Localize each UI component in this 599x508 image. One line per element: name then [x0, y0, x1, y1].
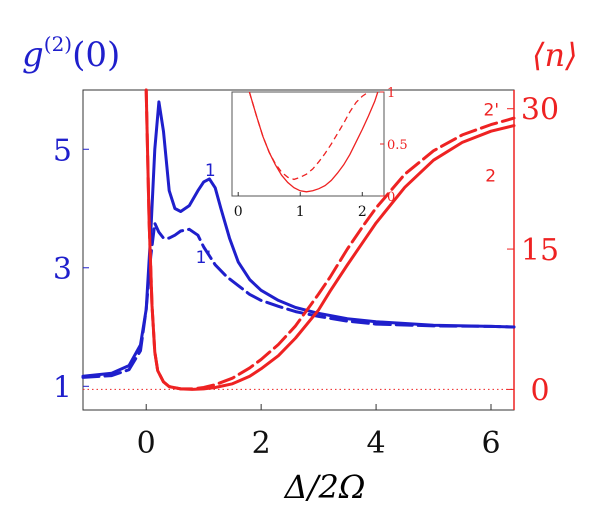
x-tick-label: 6	[481, 426, 500, 461]
inset-x-tick-label: 0	[234, 204, 243, 220]
inset-frame	[231, 91, 385, 197]
x-tick-label: 0	[137, 426, 156, 461]
inset-chart: 0 1 2 0 0.5 1	[231, 86, 408, 220]
series-2-line	[144, 88, 516, 391]
left-tick-label: 3	[53, 252, 72, 287]
inset-y-tick-label: 0.5	[387, 138, 408, 153]
curve-label: 1'	[196, 248, 212, 268]
x-tick-label: 2	[252, 426, 271, 461]
left-tick-label: 5	[53, 133, 72, 168]
left-tick-label: 1	[53, 370, 72, 405]
inset-series-dashed-line	[248, 91, 369, 181]
x-axis-title: Δ/2Ω	[283, 468, 366, 506]
curve-label: 1	[205, 161, 216, 181]
main-series	[81, 88, 516, 391]
series-2'-line	[144, 88, 516, 391]
main-axes: 0 2 4 6 1 3 5 0 15 30	[53, 89, 559, 461]
left-axis-title: g(2)(0)	[22, 32, 120, 75]
right-tick-label: 15	[521, 233, 559, 268]
right-tick-label: 30	[521, 93, 559, 128]
main-labels: 1 1' 2' 2	[196, 100, 499, 268]
curve-label: 2'	[484, 100, 500, 120]
curve-label: 2	[485, 167, 496, 187]
inset-y-tick-label: 1	[387, 86, 395, 101]
series-1'-line	[81, 221, 516, 379]
x-tick-label: 4	[367, 426, 386, 461]
inset-x-tick-label: 1	[296, 204, 305, 220]
right-axis-title: ⟨n⟩	[532, 36, 578, 74]
inset-y-tick-label: 0	[387, 190, 395, 205]
right-tick-label: 0	[530, 373, 549, 408]
inset-x-tick-label: 2	[358, 204, 367, 220]
